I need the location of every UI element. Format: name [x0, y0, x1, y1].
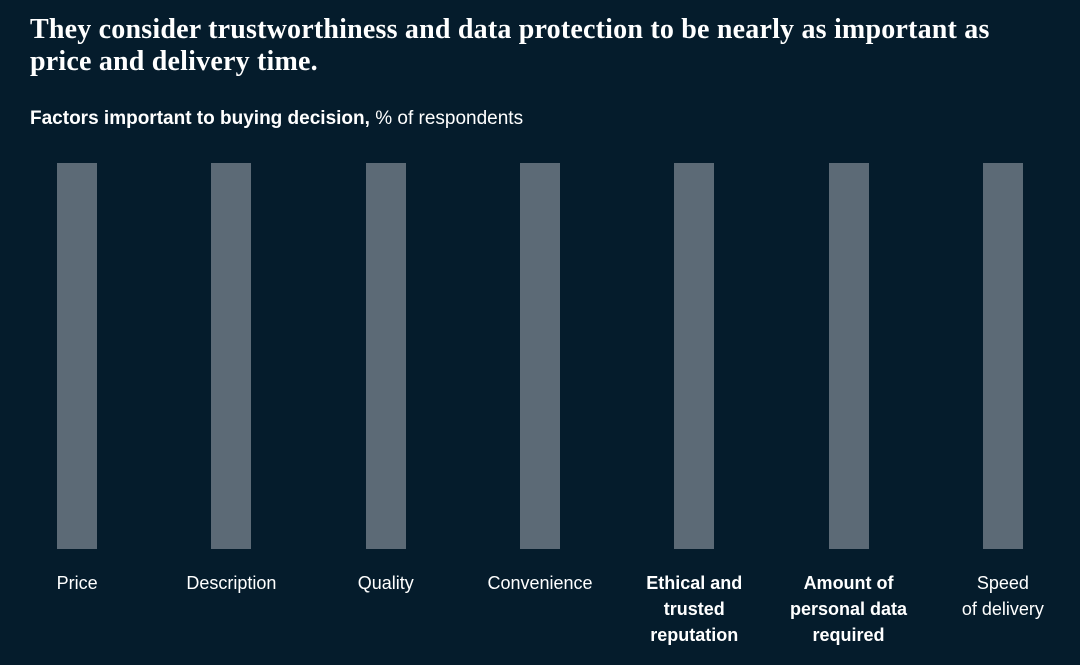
- bar-column-ethical-and-trusted-reputation: Ethical and trusted reputation: [617, 163, 771, 648]
- bar-column-speed-of-delivery: Speed of delivery: [926, 163, 1080, 648]
- category-label-convenience: Convenience: [487, 573, 593, 593]
- bar-column-price: Price: [0, 163, 154, 648]
- bar-column-amount-of-personal-data-required: Amount of personal data required: [771, 163, 925, 648]
- bar-description: [211, 163, 252, 549]
- bar-column-description: Description: [154, 163, 308, 648]
- chart-subtitle: Factors important to buying decision, % …: [30, 108, 1050, 130]
- bar-quality: [365, 163, 406, 549]
- category-label-ethical-and-trusted-reputation: Ethical and trusted reputation: [646, 573, 743, 645]
- bar-convenience: [519, 163, 560, 549]
- bar-column-convenience: Convenience: [463, 163, 617, 648]
- category-label-quality: Quality: [357, 573, 414, 593]
- chart-subtitle-units: % of respondents: [369, 108, 524, 129]
- category-label-price: Price: [56, 573, 98, 593]
- bar-price: [57, 163, 98, 549]
- bar-chart: Price Description Quality Convenience Ethica…: [0, 163, 1080, 648]
- category-label-description: Description: [186, 573, 277, 593]
- chart-subtitle-bold: Factors important to buying decision,: [30, 108, 370, 129]
- bar-amount-of-personal-data-required: [828, 163, 869, 549]
- category-label-amount-of-personal-data-required: Amount of personal data required: [790, 573, 908, 645]
- bar-ethical-and-trusted-reputation: [674, 163, 715, 549]
- category-label-speed-of-delivery: Speed of delivery: [961, 573, 1044, 619]
- page-title: They consider trustworthiness and data p…: [30, 14, 990, 77]
- bar-speed-of-delivery: [982, 163, 1023, 549]
- bar-column-quality: Quality: [309, 163, 463, 648]
